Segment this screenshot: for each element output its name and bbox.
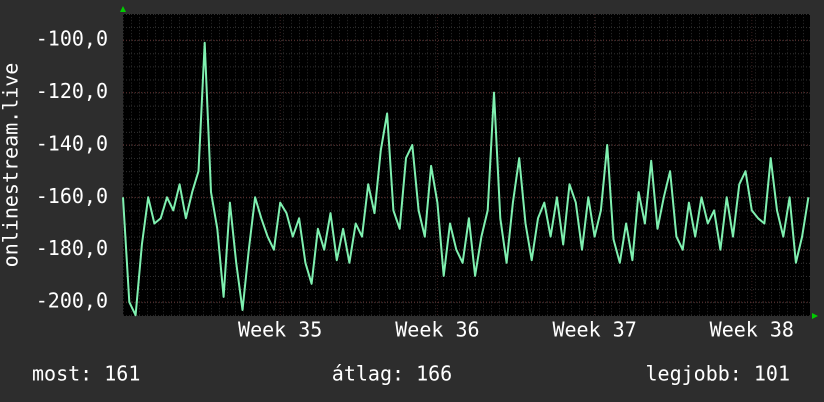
series-line [122, 41, 810, 317]
y-tick-label: -180,0 [36, 236, 108, 260]
y-tick-label: -120,0 [36, 79, 108, 103]
y-tick-label: -100,0 [36, 27, 108, 51]
x-tick-label: Week 35 [238, 318, 322, 342]
stat-current: most: 161 [32, 362, 140, 386]
stat-best: legjobb: 101 [646, 362, 791, 386]
axis-arrow [812, 313, 818, 319]
y-tick-label: -200,0 [36, 289, 108, 313]
axis-arrow [120, 6, 126, 12]
x-tick-label: Week 37 [552, 318, 636, 342]
y-tick-label: -140,0 [36, 131, 108, 155]
y-tick-label: -160,0 [36, 184, 108, 208]
x-tick-label: Week 38 [710, 318, 794, 342]
x-tick-label: Week 36 [395, 318, 479, 342]
y-axis-title: onlinestream.live [0, 63, 23, 268]
stat-average: átlag: 166 [332, 362, 452, 386]
